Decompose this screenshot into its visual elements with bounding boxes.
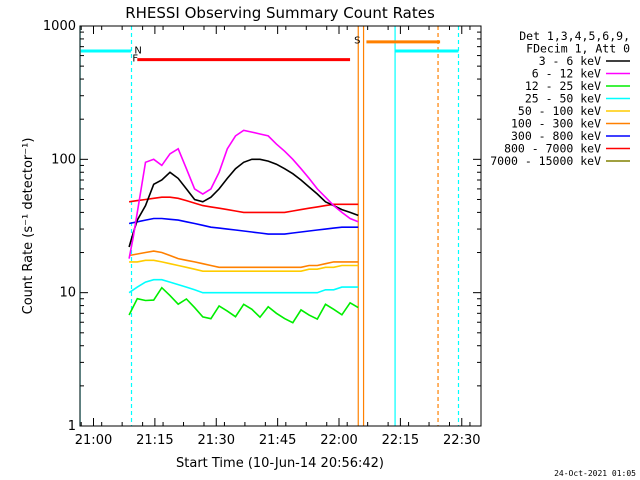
saa-flag-label: S: [354, 35, 360, 46]
x-tick-label: 21:45: [259, 433, 296, 448]
legend: Det 1,3,4,5,6,9,FDecim 1, Att 03 - 6 keV…: [490, 29, 630, 168]
y-tick-label: 10: [59, 286, 76, 301]
series-line-6: [128, 250, 359, 269]
series-line-2: [128, 129, 359, 259]
series-line-1: [128, 158, 359, 248]
x-tick-label: 22:30: [443, 433, 480, 448]
legend-label: 12 - 25 keV: [525, 79, 601, 93]
x-tick-label: 21:30: [198, 433, 235, 448]
flag-bars: NF S: [80, 35, 459, 65]
legend-label: 50 - 100 keV: [518, 104, 601, 118]
series-line-7: [128, 217, 359, 235]
y-tick-label: 1000: [43, 19, 76, 34]
legend-label: 3 - 6 keV: [539, 54, 601, 68]
axis-ticks: 1 10 100 1000 21:00 21:15 21:30 21:45 22:00 22:15…: [43, 19, 481, 448]
series-line-5: [129, 259, 359, 273]
x-tick-label: 22:15: [382, 433, 419, 448]
legend-label: 300 - 800 keV: [511, 129, 601, 143]
x-tick-label: 21:15: [136, 433, 173, 448]
y-tick-label: 100: [51, 152, 76, 167]
x-tick-label: 21:00: [75, 433, 112, 448]
legend-header-line: Det 1,3,4,5,6,9,: [519, 29, 630, 43]
series-line-4: [128, 278, 359, 294]
y-axis-label: Count Rate (s⁻¹ detector⁻¹): [21, 138, 36, 315]
night-flag-label: N: [134, 46, 141, 57]
chart-title: RHESSI Observing Summary Count Rates: [125, 4, 435, 22]
legend-label: 7000 - 15000 keV: [490, 154, 601, 168]
series-line-8: [128, 196, 359, 214]
plot-frame: [79, 25, 482, 427]
series-line-3: [128, 286, 359, 324]
flare-flag-label: F: [132, 54, 138, 65]
x-tick-label: 22:00: [320, 433, 357, 448]
x-axis-label: Start Time (10-Jun-14 20:56:42): [176, 456, 384, 471]
legend-header-line: FDecim 1, Att 0: [526, 42, 630, 56]
series-lines: [128, 129, 359, 324]
legend-label: 800 - 7000 keV: [504, 142, 601, 156]
legend-label: 6 - 12 keV: [532, 67, 601, 81]
legend-label: 25 - 50 keV: [525, 92, 601, 106]
y-tick-label: 1: [68, 419, 76, 434]
footer-datestamp: 24-Oct-2021 01:05: [554, 469, 636, 478]
legend-label: 100 - 300 keV: [511, 117, 601, 131]
